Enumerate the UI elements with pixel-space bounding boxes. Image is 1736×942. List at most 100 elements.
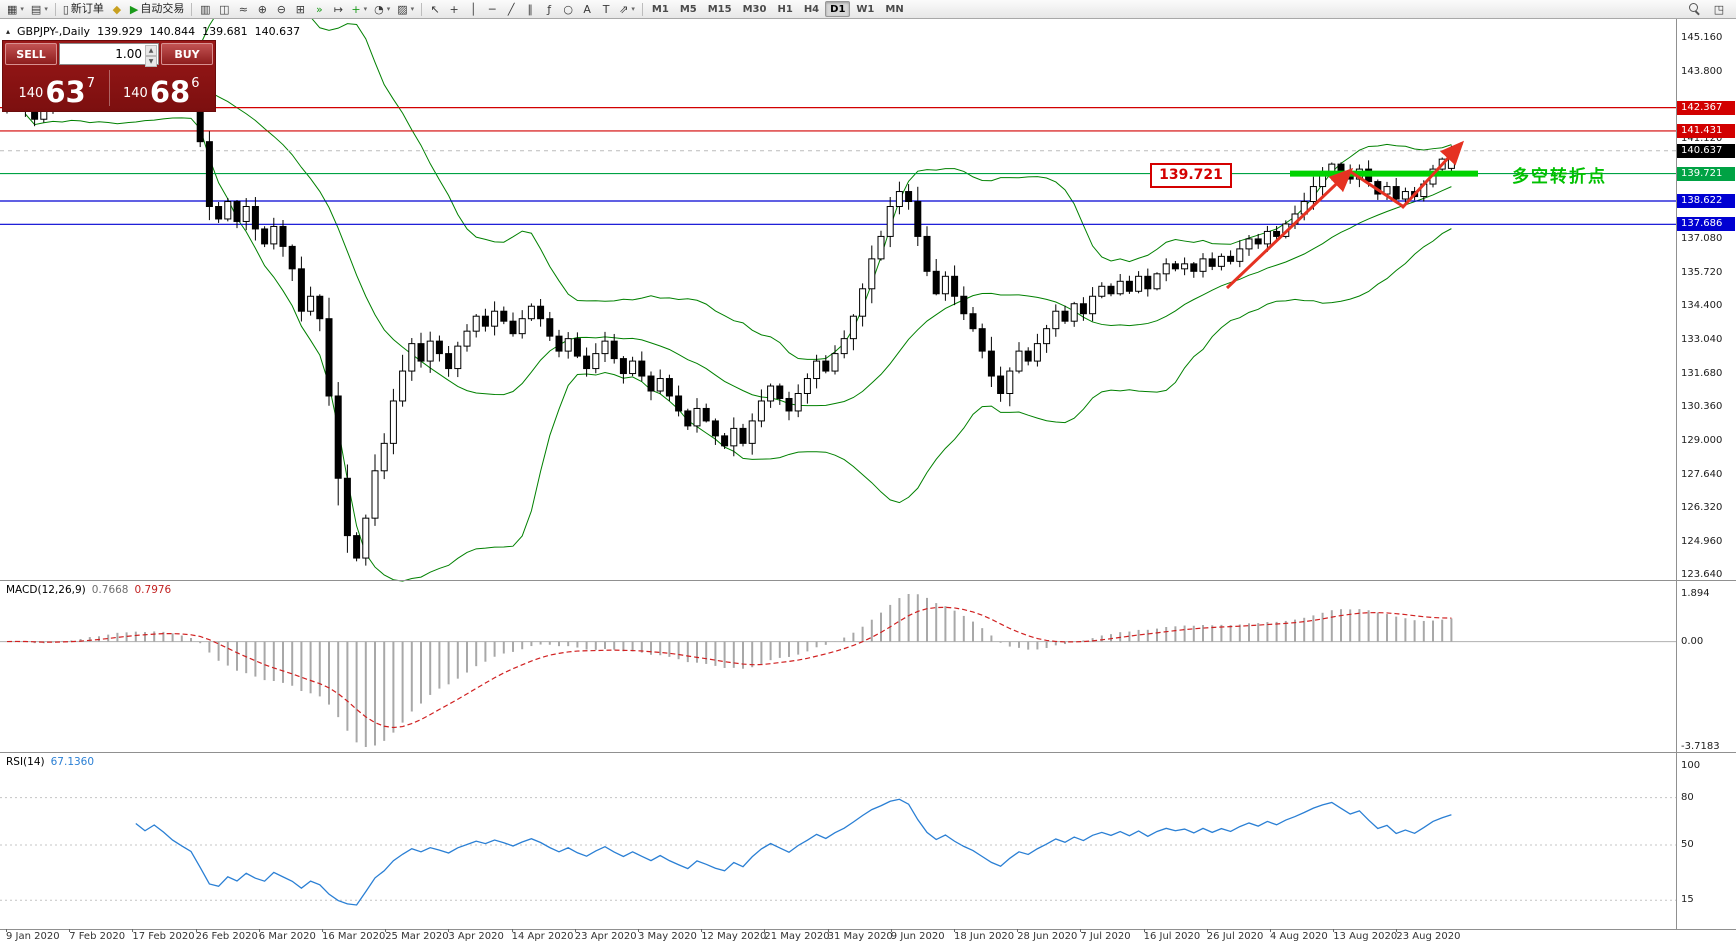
zoom-out-button[interactable]: ⊖ — [272, 1, 290, 17]
new-chart-caret-icon[interactable]: ▾ — [20, 5, 24, 13]
toolbar-separator — [54, 2, 56, 16]
indicators-list-button[interactable]: + ▾ — [348, 1, 370, 17]
ellipse-button[interactable]: ○ — [559, 1, 577, 17]
fibonacci-retracement-button[interactable]: ƒ — [540, 1, 558, 17]
horizontal-line-button[interactable]: ─ — [483, 1, 501, 17]
periods-icon: ◔ — [374, 2, 384, 16]
main-toolbar: ▦ ▾ ▤ ▾ ▯ 新订单 ◆ ▶ 自动交易 ▥ ◫ ≈ ⊕ ⊖ ⊞» ↦ + ▾ ◔ ▾ ▨ ▾ ↖ + │ ─ ╱ ∥ ƒ ○ A T ⇗ ▾… — [0, 0, 1736, 19]
auto-trading-button[interactable]: ▶ 自动交易 — [127, 1, 187, 17]
line-chart-button[interactable]: ≈ — [234, 1, 252, 17]
fibonacci-retracement-icon: ƒ — [547, 2, 552, 16]
crosshair-button[interactable]: + — [445, 1, 463, 17]
volume-increase-icon[interactable]: ▲ — [145, 45, 157, 56]
timeframe-h4-button[interactable]: H4 — [799, 1, 824, 17]
sell-button[interactable]: SELL — [5, 43, 57, 65]
date-axis-border — [0, 929, 1736, 930]
auto-trading-label: 自动交易 — [140, 2, 185, 15]
sell-price-prefix: 140 — [18, 86, 44, 101]
volume-value: 1.00 — [115, 47, 142, 61]
ohlc-close: 140.637 — [254, 25, 301, 38]
candlestick-chart-button[interactable]: ◫ — [215, 1, 233, 17]
bar-chart-icon: ▥ — [200, 2, 211, 16]
volume-input[interactable]: 1.00 ▲ ▼ — [59, 43, 159, 67]
chart-shift-button[interactable]: ↦ — [329, 1, 347, 17]
templates-caret-icon[interactable]: ▾ — [410, 5, 415, 13]
timeframe-w1-button[interactable]: W1 — [851, 1, 879, 17]
timeframe-m5-button[interactable]: M5 — [675, 1, 702, 17]
popup-list-icon: ◳ — [1713, 2, 1725, 16]
timeframe-m1-button[interactable]: M1 — [647, 1, 674, 17]
sell-price[interactable]: 140 63 7 — [5, 67, 109, 109]
cursor-icon: ↖ — [430, 2, 440, 16]
periods-button[interactable]: ◔ ▾ — [371, 1, 393, 17]
tile-windows-button[interactable]: ⊞ — [291, 1, 309, 17]
auto-trading-icon: ▶ — [129, 2, 139, 16]
candlestick-chart-icon: ◫ — [219, 2, 230, 16]
bull-bear-turning-point-note[interactable]: 多空转折点 — [1512, 167, 1607, 187]
trendline-button[interactable]: ╱ — [502, 1, 520, 17]
bar-chart-button[interactable]: ▥ — [196, 1, 214, 17]
ohlc-open: 139.929 — [97, 25, 143, 38]
buy-price-big: 68 — [149, 75, 191, 110]
buy-price[interactable]: 140 68 6 — [110, 67, 214, 109]
macd-layer — [0, 594, 1676, 747]
price-divider — [108, 70, 110, 106]
arrows-tool-button[interactable]: ⇗ ▾ — [616, 1, 638, 17]
new-chart-icon: ▦ — [7, 2, 18, 16]
buy-price-prefix: 140 — [123, 86, 148, 101]
volume-decrease-icon[interactable]: ▼ — [145, 56, 157, 67]
new-order-icon: ▯ — [62, 2, 69, 16]
timeframe-m15-button[interactable]: M15 — [703, 1, 737, 17]
arrows-tool-caret-icon[interactable]: ▾ — [631, 5, 635, 13]
buy-button[interactable]: BUY — [161, 43, 213, 65]
ellipse-icon: ○ — [563, 2, 573, 16]
indicators-list-caret-icon[interactable]: ▾ — [363, 5, 368, 13]
macd-value-2: 0.7976 — [134, 584, 172, 596]
toolbar-separator — [191, 2, 193, 16]
rsi-label: RSI(14) 67.1360 — [6, 756, 94, 768]
auto-scroll-button[interactable]: » — [310, 1, 328, 17]
periods-caret-icon[interactable]: ▾ — [386, 5, 391, 13]
chart-profiles-caret-icon[interactable]: ▾ — [44, 5, 48, 13]
macd-name: MACD(12,26,9) — [6, 584, 86, 596]
macd-label: MACD(12,26,9) 0.7668 0.7976 — [6, 584, 171, 596]
auto-scroll-icon: » — [316, 2, 323, 16]
rsi-value: 67.1360 — [50, 756, 95, 768]
text-label-button[interactable]: T — [597, 1, 615, 17]
pane-separator-rsi[interactable] — [0, 752, 1736, 753]
templates-button[interactable]: ▨ ▾ — [394, 1, 417, 17]
cursor-button[interactable]: ↖ — [426, 1, 444, 17]
tile-windows-icon: ⊞ — [295, 2, 305, 16]
macd-value-1: 0.7668 — [91, 584, 129, 596]
vertical-line-icon: │ — [469, 2, 477, 16]
new-chart-button[interactable]: ▦ ▾ — [4, 1, 27, 17]
chart-profiles-button[interactable]: ▤ ▾ — [28, 1, 51, 17]
pane-separator-macd[interactable] — [0, 580, 1736, 581]
zoom-in-button[interactable]: ⊕ — [253, 1, 271, 17]
timeframe-m30-button[interactable]: M30 — [738, 1, 772, 17]
timeframe-d1-button[interactable]: D1 — [825, 1, 851, 17]
price-callout-label[interactable]: 139.721 — [1150, 163, 1232, 188]
annotations-layer — [1225, 140, 1478, 290]
sell-price-big: 63 — [45, 75, 86, 110]
zoom-out-icon: ⊖ — [276, 2, 286, 16]
chart-profiles-icon: ▤ — [30, 2, 42, 16]
crosshair-icon: + — [449, 2, 459, 16]
vertical-line-button[interactable]: │ — [464, 1, 482, 17]
metaeditor-icon: ◆ — [112, 2, 122, 16]
text-button[interactable]: A — [578, 1, 596, 17]
search-button[interactable] — [1686, 1, 1704, 17]
timeframe-mn-button[interactable]: MN — [880, 1, 908, 17]
timeframe-h1-button[interactable]: H1 — [772, 1, 797, 17]
text-icon: A — [583, 2, 591, 16]
arrows-tool-icon: ⇗ — [619, 2, 629, 16]
price-axis-border — [1676, 19, 1677, 929]
price-lines-layer — [0, 106, 1676, 225]
toolbar-separator — [421, 2, 423, 16]
equidistant-channel-button[interactable]: ∥ — [521, 1, 539, 17]
metaeditor-button[interactable]: ◆ — [108, 1, 126, 17]
new-order-button[interactable]: ▯ 新订单 — [60, 1, 107, 17]
popup-list-button[interactable]: ◳ — [1710, 1, 1728, 17]
one-click-toggle-icon[interactable]: ▴ — [6, 27, 11, 36]
